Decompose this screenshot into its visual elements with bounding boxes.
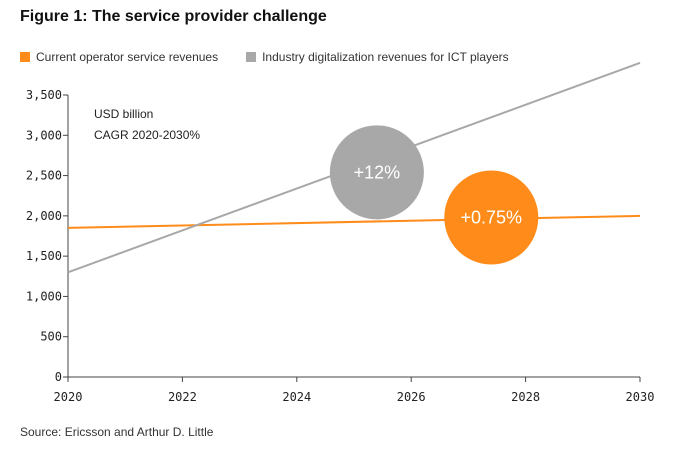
y-tick-label: 1,000 [26, 289, 62, 303]
legend: Current operator service revenues Indust… [20, 50, 509, 64]
cagr-label-industry: +12% [354, 162, 401, 182]
legend-item-operator: Current operator service revenues [20, 50, 218, 64]
y-tick-label: 2,500 [26, 169, 62, 183]
legend-label-industry: Industry digitalization revenues for ICT… [262, 50, 509, 64]
cagr-bubble-industry [329, 125, 424, 220]
figure-title: Figure 1: The service provider challenge [20, 8, 327, 25]
y-tick-label: 3,500 [26, 88, 62, 102]
legend-label-operator: Current operator service revenues [36, 50, 219, 64]
cagr-note: CAGR 2020-2030% [94, 128, 200, 142]
cagr-label-operator: +0.75% [460, 207, 522, 227]
source-note: Source: Ericsson and Arthur D. Little [20, 425, 214, 439]
legend-swatch-gray [246, 52, 257, 62]
legend-item-industry: Industry digitalization revenues for ICT… [246, 50, 509, 64]
cagr-bubble-operator [444, 170, 539, 265]
unit-note: USD billion [94, 107, 153, 121]
x-tick-label: 2024 [282, 390, 311, 404]
y-tick-label: 2,000 [26, 209, 62, 223]
x-tick-label: 2030 [626, 390, 655, 404]
x-tick-label: 2020 [54, 390, 83, 404]
legend-swatch-orange [20, 52, 30, 62]
y-tick-label: 0 [55, 370, 62, 384]
x-tick-label: 2028 [511, 390, 540, 404]
y-tick-label: 1,500 [26, 249, 62, 263]
y-tick-label: 500 [40, 330, 62, 344]
y-tick-label: 3,000 [26, 128, 62, 142]
series-line-operator [67, 214, 641, 229]
x-tick-label: 2026 [397, 390, 426, 404]
x-tick-label: 2022 [168, 390, 197, 404]
